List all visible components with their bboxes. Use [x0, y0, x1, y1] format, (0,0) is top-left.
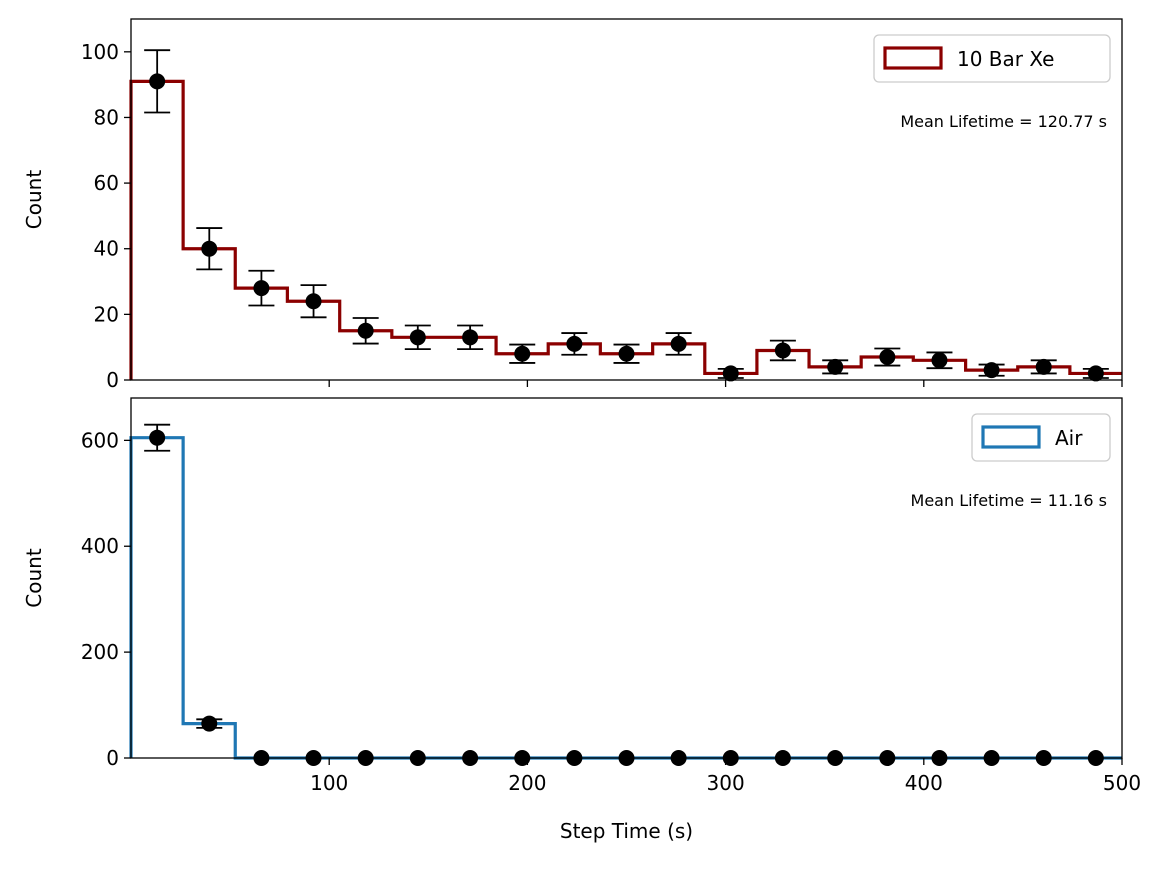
chart-panel-1: 0 20 40 60 80 100 Count 10 Bar Xe Mean Lifetime …: [22, 18, 1123, 392]
histogram-step-line: [129, 436, 1122, 760]
data-point: [566, 335, 583, 352]
data-point: [931, 352, 948, 369]
axes-frame: [130, 397, 1123, 759]
data-point: [462, 329, 479, 346]
y-tick-label: 0: [106, 746, 119, 770]
mean-lifetime-annotation: Mean Lifetime = 120.77 s: [900, 112, 1107, 131]
data-point: [722, 365, 739, 382]
y-tick-label: 200: [81, 640, 119, 664]
data-point: [253, 280, 270, 297]
chart-panel-2: 0 200 400 600 100 200 300 400 500 Count Step Time …: [22, 397, 1141, 843]
data-point: [670, 335, 687, 352]
y-tick-label: 600: [81, 428, 119, 452]
legend-label: 10 Bar Xe: [957, 47, 1054, 71]
axes-frame: [130, 18, 1123, 381]
legend-swatch: [981, 425, 1041, 449]
y-axis-label: Count: [22, 548, 46, 608]
y-tick-label: 0: [106, 368, 119, 392]
y-axis-label: Count: [22, 170, 46, 230]
data-point: [1035, 358, 1052, 375]
data-point: [1087, 365, 1104, 382]
x-tick-label: 300: [707, 771, 745, 795]
data-point: [305, 293, 322, 310]
x-tick-label: 500: [1103, 771, 1141, 795]
y-tick-label: 80: [94, 105, 119, 129]
data-point: [149, 73, 166, 90]
y-tick-label: 40: [94, 237, 119, 261]
data-point: [201, 240, 218, 257]
data-point: [357, 322, 374, 339]
x-tick-label: 200: [508, 771, 546, 795]
x-axis-label: Step Time (s): [560, 819, 693, 843]
mean-lifetime-annotation: Mean Lifetime = 11.16 s: [911, 491, 1107, 510]
data-point: [409, 329, 426, 346]
y-tick-label: 400: [81, 534, 119, 558]
data-point: [774, 342, 791, 359]
x-tick-label: 400: [905, 771, 943, 795]
data-point: [201, 715, 218, 732]
data-point: [514, 345, 531, 362]
data-point: [879, 349, 896, 366]
y-tick-label: 20: [94, 302, 119, 326]
legend-swatch: [883, 46, 943, 70]
data-point: [827, 358, 844, 375]
data-point: [983, 362, 1000, 379]
x-tick-label: 100: [310, 771, 348, 795]
y-tick-label: 100: [81, 40, 119, 64]
data-point: [149, 429, 166, 446]
legend-box: [971, 413, 1111, 462]
legend-label: Air: [1055, 426, 1083, 450]
data-point: [618, 345, 635, 362]
y-tick-label: 60: [94, 171, 119, 195]
